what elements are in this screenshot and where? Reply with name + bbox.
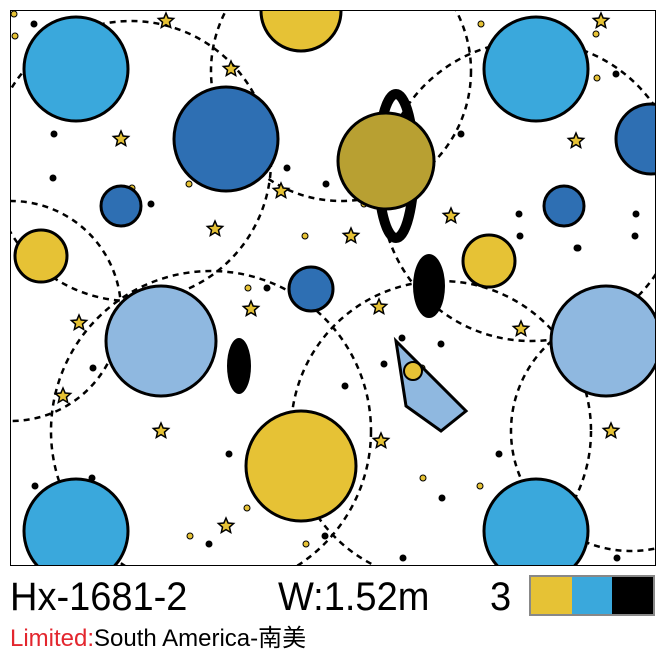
dot	[632, 210, 640, 218]
dot	[437, 340, 445, 348]
limited-region: South America-南美	[94, 625, 307, 652]
dot	[11, 11, 18, 18]
dot	[205, 540, 213, 548]
dot	[244, 284, 252, 292]
star-icon	[111, 129, 131, 148]
small-moon	[13, 228, 69, 284]
rocket	[393, 336, 469, 433]
dot	[341, 382, 349, 390]
star-icon	[369, 297, 389, 316]
star-icon	[591, 11, 611, 30]
moon-blue	[22, 477, 130, 565]
dot	[398, 334, 406, 342]
dot	[89, 364, 97, 372]
star-icon	[441, 206, 461, 225]
dot	[263, 284, 271, 292]
dot	[301, 232, 309, 240]
color-swatch-blue	[571, 577, 613, 614]
color-swatches	[529, 575, 655, 616]
star-icon	[241, 299, 261, 318]
striped-planet	[172, 85, 280, 193]
dot	[186, 532, 194, 540]
comet	[287, 265, 335, 313]
dot	[243, 504, 251, 512]
market-restriction: Limited:South America-南美	[10, 624, 306, 654]
star-icon	[371, 431, 391, 450]
sun	[259, 11, 343, 53]
dot	[147, 200, 155, 208]
dot	[302, 540, 310, 548]
dot	[399, 554, 407, 562]
star-icon	[53, 386, 73, 405]
dot	[225, 450, 233, 458]
dot	[31, 482, 39, 490]
dot	[515, 210, 523, 218]
moon-blue	[482, 15, 590, 123]
dot	[438, 494, 446, 502]
dot	[419, 474, 427, 482]
star-icon	[205, 219, 225, 238]
star-icon	[221, 59, 241, 78]
dot	[631, 232, 639, 240]
star-icon	[511, 319, 531, 338]
star-icon	[271, 181, 291, 200]
dot	[574, 244, 582, 252]
dot	[11, 32, 19, 40]
dot	[477, 20, 485, 28]
dot	[322, 180, 330, 188]
earth	[549, 284, 655, 398]
product-code: Hx-1681-2	[10, 575, 188, 619]
star-icon	[69, 313, 89, 332]
color-swatch-yellow	[531, 577, 572, 614]
fabric-pattern-image	[10, 10, 656, 566]
dot	[283, 164, 291, 172]
dot	[516, 232, 524, 240]
earth	[104, 284, 218, 398]
dot	[380, 360, 388, 368]
dot	[49, 174, 57, 182]
dot	[50, 130, 58, 138]
moon-blue	[482, 477, 590, 565]
dot	[30, 20, 38, 28]
small-moon	[461, 233, 517, 289]
color-swatch-black	[612, 577, 654, 614]
cloud	[227, 338, 251, 394]
dot	[592, 30, 600, 38]
comet	[99, 184, 143, 228]
dot	[613, 554, 621, 562]
dot	[457, 130, 465, 138]
limited-label: Limited:	[10, 625, 95, 652]
dot	[185, 180, 193, 188]
moon-blue	[22, 15, 130, 123]
fabric-width: W:1.52m	[278, 575, 430, 619]
dot	[593, 74, 601, 82]
comet	[542, 184, 586, 228]
star-icon	[566, 131, 586, 150]
orbit-path	[49, 269, 373, 565]
rocket-window	[403, 361, 423, 381]
dot	[476, 482, 484, 490]
ringed-planet	[336, 111, 436, 211]
color-count: 3	[490, 575, 512, 619]
dot	[321, 532, 329, 540]
orbit-path	[209, 11, 473, 203]
dot	[495, 450, 503, 458]
star-icon	[341, 226, 361, 245]
cloud	[413, 254, 445, 318]
star-icon	[151, 421, 171, 440]
star-icon	[216, 516, 236, 535]
star-icon	[156, 11, 176, 30]
sun	[244, 409, 358, 523]
dot	[612, 70, 620, 78]
star-icon	[601, 421, 621, 440]
striped-planet	[614, 102, 655, 176]
